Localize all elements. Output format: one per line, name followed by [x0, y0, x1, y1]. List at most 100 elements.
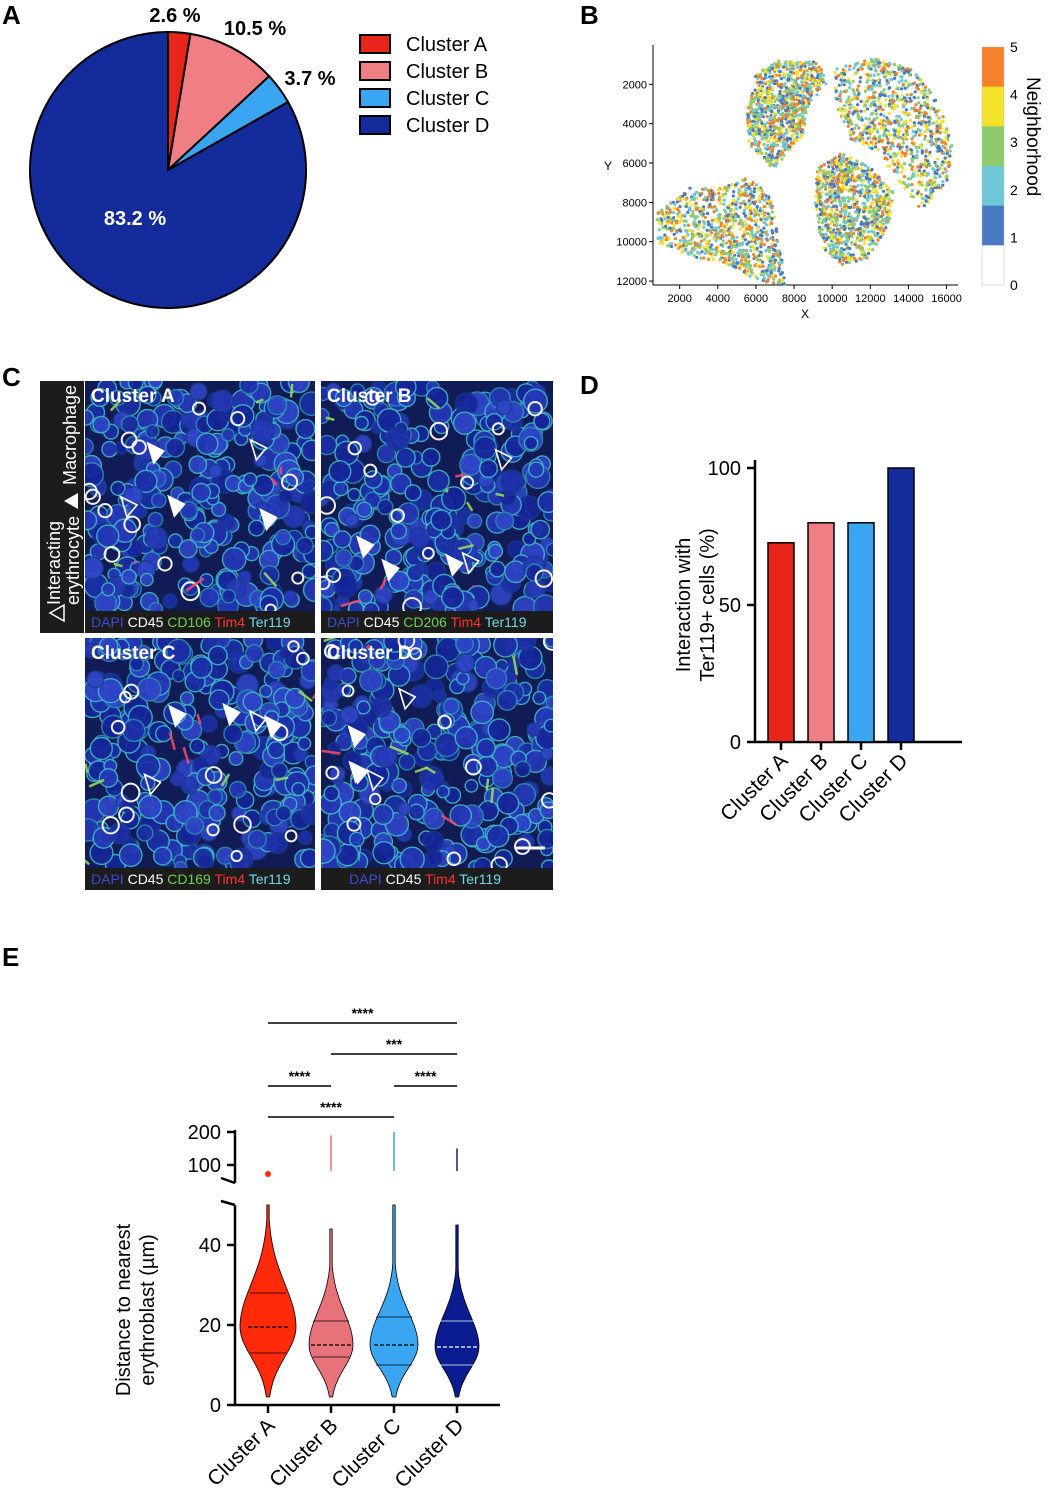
- scatter-point: [767, 195, 771, 200]
- cell: [527, 461, 545, 478]
- scatter-point: [756, 75, 760, 79]
- scatter-point: [859, 99, 863, 103]
- scatter-point: [837, 228, 841, 232]
- scatter-point: [749, 132, 753, 136]
- scatter-point: [706, 245, 710, 249]
- scatter-point: [870, 167, 874, 172]
- scatter-point: [900, 75, 904, 79]
- scatter-point: [699, 212, 703, 216]
- scatter-point: [717, 235, 721, 239]
- scatter-point: [852, 193, 856, 197]
- scatter-point: [918, 106, 922, 110]
- scatter-point: [762, 198, 766, 202]
- scatter-point: [669, 201, 673, 205]
- marker-signal: [263, 571, 278, 588]
- scatter-point: [706, 250, 710, 254]
- scatter-point: [885, 193, 889, 197]
- scatter-point: [765, 135, 769, 139]
- scatter-point: [922, 89, 926, 93]
- scatter-point: [796, 65, 800, 70]
- scatter-point: [829, 207, 833, 211]
- open-arrowhead-icon: [494, 448, 513, 472]
- scatter-point: [768, 163, 772, 167]
- scatter-point: [860, 253, 864, 257]
- scatter-point: [906, 85, 910, 89]
- scatter-point: [839, 90, 843, 94]
- scatter-point: [796, 70, 800, 74]
- scatter-point: [721, 239, 725, 243]
- scatter-point: [729, 225, 733, 229]
- scatter-point: [759, 107, 763, 111]
- scatter-point: [846, 124, 850, 128]
- scatter-point: [934, 98, 938, 102]
- scatter-point: [760, 254, 764, 258]
- cell: [195, 432, 219, 456]
- scatter-point: [802, 70, 806, 74]
- scatter-point: [775, 155, 779, 159]
- scatter-point: [892, 155, 896, 159]
- scatter-point: [801, 90, 805, 94]
- scatter-point: [721, 242, 725, 246]
- scatter-point: [881, 60, 886, 65]
- scatter-point: [778, 89, 782, 94]
- scatter-point: [817, 216, 821, 221]
- scatter-point: [807, 82, 811, 87]
- scatter-point: [825, 237, 829, 241]
- scatter-point: [824, 180, 828, 184]
- scatter-point: [924, 150, 928, 154]
- scatter-point: [754, 200, 758, 204]
- scatter-point: [844, 257, 848, 261]
- scatter-point: [828, 190, 832, 194]
- scatter-point: [764, 146, 768, 150]
- scatter-point: [748, 202, 752, 206]
- cell: [333, 573, 358, 599]
- filled-arrowhead-icon: [445, 553, 464, 577]
- scatter-point: [852, 179, 856, 183]
- scatter-point: [845, 216, 850, 220]
- scatter-point: [842, 240, 846, 244]
- scatter-point: [818, 228, 822, 232]
- cell: [391, 777, 408, 794]
- scatter-point: [861, 162, 865, 166]
- cell: [242, 691, 263, 712]
- scatter-point: [740, 242, 744, 246]
- scatter-point: [799, 135, 803, 139]
- scatter-point: [938, 167, 942, 171]
- scatter-point: [801, 94, 805, 98]
- scatter-point: [747, 227, 751, 231]
- scatter-point: [934, 163, 938, 168]
- scatter-point: [896, 98, 901, 102]
- scatter-point: [756, 258, 761, 262]
- scatter-point: [872, 190, 876, 194]
- cell: [85, 510, 98, 531]
- scatter-point: [693, 241, 697, 245]
- scatter-point: [920, 201, 924, 205]
- legend-swatch-2: [359, 61, 391, 81]
- cell: [321, 539, 334, 562]
- scatter-point: [859, 167, 863, 171]
- cell: [301, 563, 315, 579]
- scatter-point: [875, 180, 879, 184]
- scatter-point: [887, 186, 891, 190]
- scatter-point: [749, 229, 754, 233]
- scatter-point: [801, 123, 805, 127]
- scatter-point: [860, 67, 864, 71]
- scatter-point: [791, 125, 795, 129]
- scatter-point: [771, 273, 775, 277]
- scatter-point: [899, 117, 903, 122]
- scatter-point: [795, 114, 799, 118]
- scatter-point: [858, 80, 862, 84]
- scatter-point: [925, 159, 930, 163]
- scatter-point: [918, 183, 922, 187]
- scatter-point: [798, 94, 802, 98]
- scatter-point: [731, 234, 735, 238]
- scatter-point: [734, 207, 738, 211]
- scatter-point: [764, 82, 768, 86]
- scatter-point: [948, 149, 952, 153]
- marker-signal: [289, 383, 294, 398]
- caption-stain: Tim4: [446, 614, 482, 630]
- scatter-x-label: X: [801, 307, 809, 321]
- micrograph-cluster-d: Cluster D DAPI CD45 Tim4 Ter119: [321, 638, 553, 890]
- scatter-point: [909, 193, 913, 197]
- scatter-point: [777, 261, 781, 265]
